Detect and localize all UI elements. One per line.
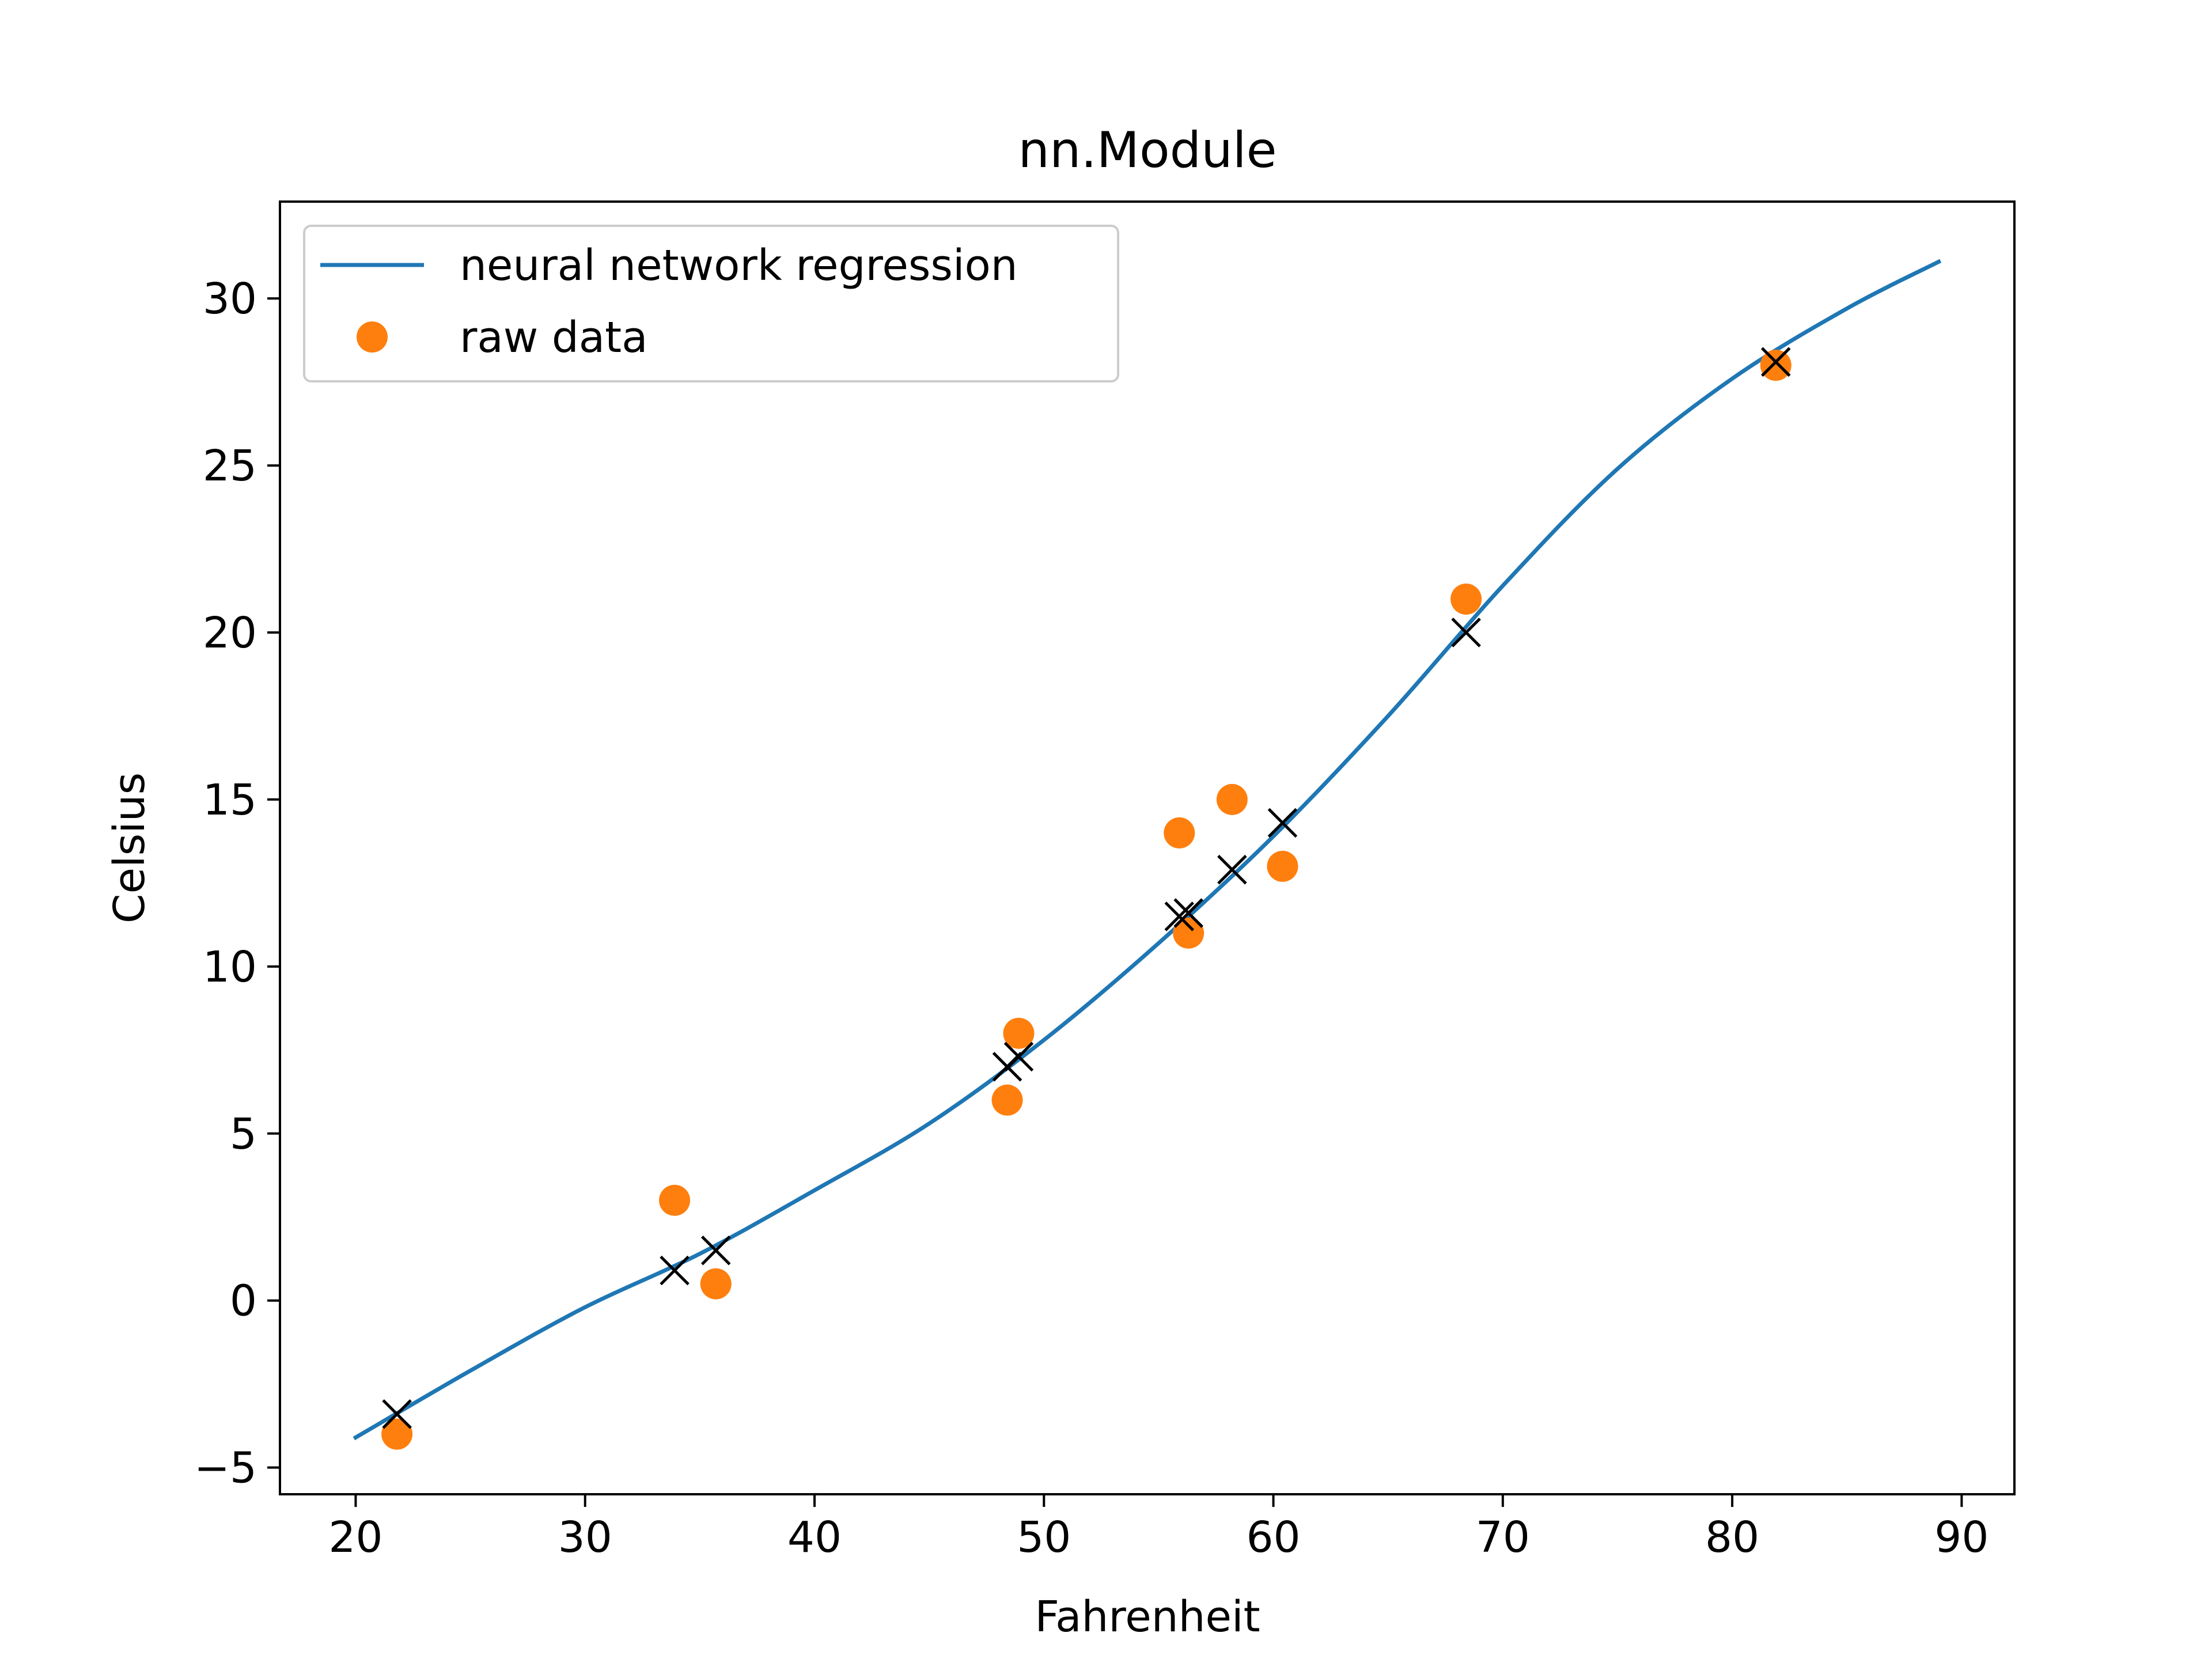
prediction-marker <box>1267 808 1298 838</box>
chart-title: nn.Module <box>1018 122 1277 179</box>
prediction-marker <box>1173 898 1203 928</box>
raw-data-point <box>1267 850 1298 882</box>
raw-data-point <box>1760 350 1791 381</box>
y-tick-label: 15 <box>203 775 257 825</box>
raw-data-point <box>1164 817 1195 849</box>
legend-box <box>303 225 1119 382</box>
prediction-marker <box>1164 902 1195 931</box>
raw-data-point <box>1216 783 1248 815</box>
y-tick-label: 30 <box>203 274 257 324</box>
x-tick-label: 20 <box>328 1513 382 1562</box>
y-axis-label: Celsius <box>105 772 154 923</box>
raw-data-point <box>1003 1017 1035 1049</box>
x-tick-label: 70 <box>1476 1513 1530 1562</box>
y-tick-label: 0 <box>230 1277 257 1326</box>
legend-label-raw-data: raw data <box>460 313 648 362</box>
legend-label-regression: neural network regression <box>460 241 1018 290</box>
y-tick-label: 20 <box>203 608 257 658</box>
prediction-marker <box>1003 1041 1034 1072</box>
y-axis-ticks: −5 0 5 10 15 20 25 30 <box>194 274 280 1493</box>
x-axis-ticks: 20 30 40 50 60 70 80 90 <box>328 1494 1988 1562</box>
y-tick-label: 5 <box>230 1109 257 1159</box>
prediction-marker <box>660 1255 690 1286</box>
legend-dot-swatch <box>357 321 388 353</box>
raw-data-point <box>991 1084 1023 1116</box>
x-tick-label: 60 <box>1246 1513 1300 1562</box>
raw-data-point <box>659 1184 691 1216</box>
prediction-marker <box>382 1399 412 1429</box>
prediction-marker <box>1761 347 1791 377</box>
y-tick-label: 10 <box>203 942 257 992</box>
x-axis-label: Fahrenheit <box>1035 1592 1260 1642</box>
x-tick-label: 40 <box>787 1513 842 1562</box>
x-tick-label: 50 <box>1017 1513 1071 1562</box>
prediction-marker <box>1217 854 1247 885</box>
y-tick-label: −5 <box>194 1444 257 1493</box>
prediction-marker <box>700 1235 731 1266</box>
x-tick-label: 30 <box>558 1513 612 1562</box>
plot-frame <box>279 200 2016 1495</box>
prediction-marker <box>1451 618 1481 647</box>
raw-data-point <box>700 1268 732 1300</box>
raw-data-point <box>1173 917 1205 949</box>
raw-data-point <box>381 1418 413 1450</box>
regression-line <box>353 259 1942 1441</box>
y-tick-label: 25 <box>203 441 257 491</box>
plot-area <box>353 259 1942 1450</box>
x-tick-label: 90 <box>1934 1513 1988 1562</box>
x-tick-label: 80 <box>1705 1513 1759 1562</box>
legend: neural network regression raw data <box>303 225 1119 382</box>
raw-data-point <box>1450 584 1482 615</box>
